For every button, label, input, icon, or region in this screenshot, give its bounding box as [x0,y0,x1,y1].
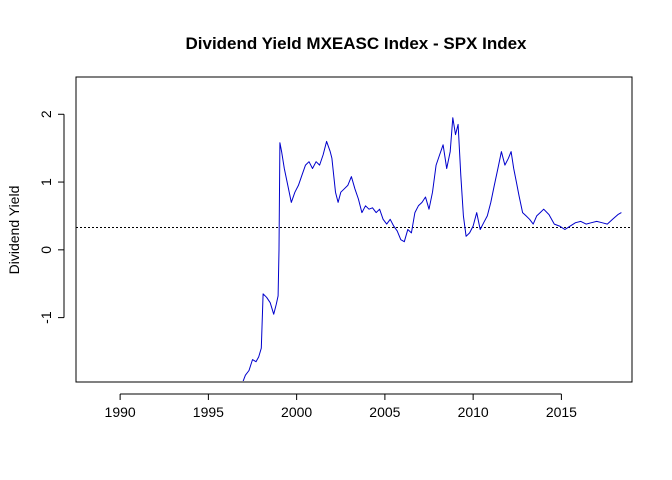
x-tick-label: 1995 [193,404,224,420]
series-line [242,117,622,381]
series-layer [242,117,622,381]
x-axis: 1990 1995 2000 2005 2010 2015 [105,393,577,420]
y-tick-label: 0 [38,246,54,254]
y-tick-label: -1 [38,311,54,324]
y-axis-label: Dividend Yield [6,186,22,275]
x-tick-label: 1990 [105,404,136,420]
x-tick-label: 2000 [281,404,312,420]
chart-title: Dividend Yield MXEASC Index - SPX Index [185,34,527,53]
y-tick-label: 2 [38,110,54,118]
x-tick-label: 2015 [546,404,577,420]
y-tick-label: 1 [38,178,54,186]
plot-area-frame [75,76,633,383]
y-axis: -1 0 1 2 [38,110,65,324]
x-tick-label: 2005 [369,404,400,420]
x-tick-label: 2010 [458,404,489,420]
